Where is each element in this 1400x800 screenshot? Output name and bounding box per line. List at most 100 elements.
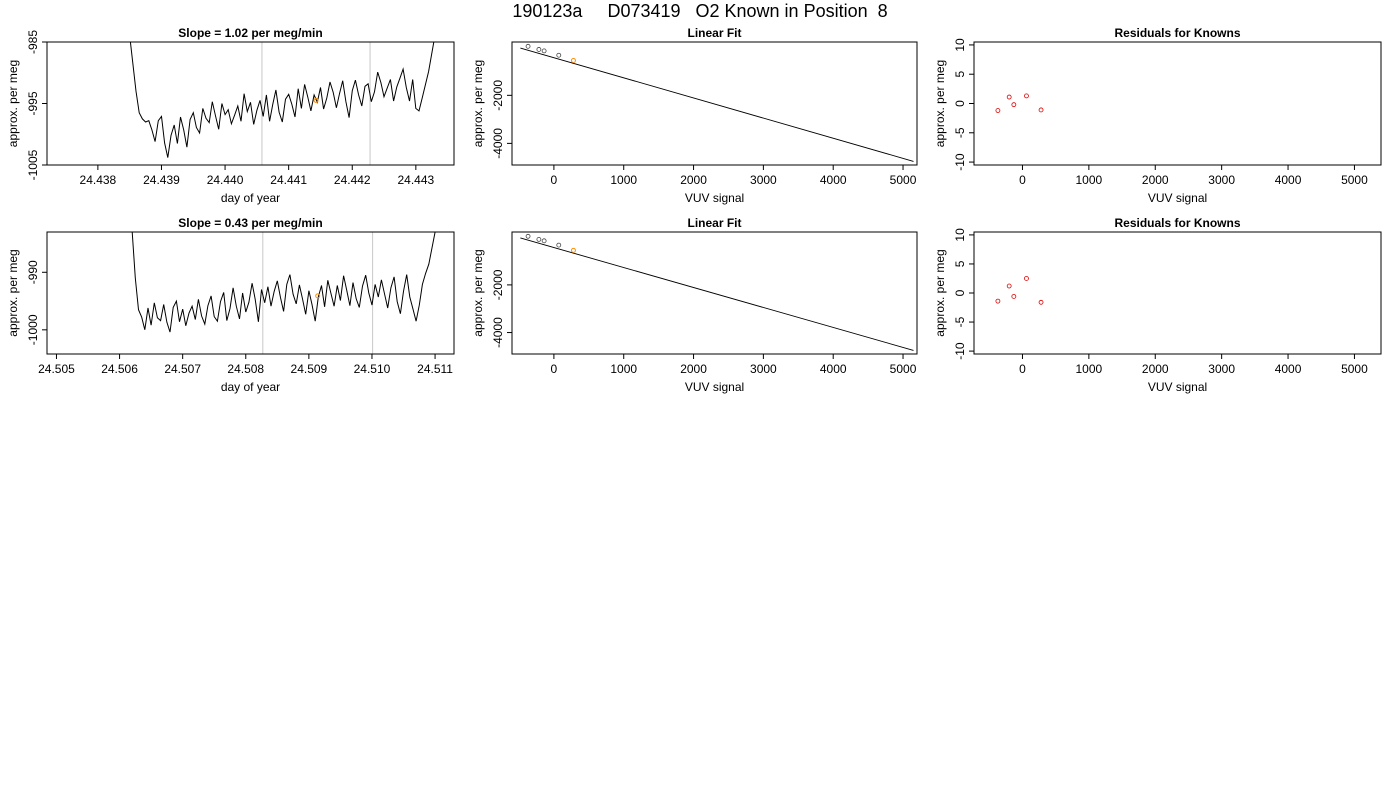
panel-1-linear-fit: 0 1000 2000 3000 4000 5000 -2000 -4000 Linear Fi… [471,26,918,205]
panel-title: Residuals for Knowns [1114,216,1240,230]
y-axis-label: approx. per meg [933,249,947,336]
residual-point [1038,107,1044,113]
x-tick-label: 5000 [890,362,917,376]
panel-1-residuals: 0 1000 2000 3000 4000 5000 -10 -5 0 5 10 Residuals … [933,26,1382,205]
known-point [541,238,547,244]
page-title: 190123a D073419 O2 Known in Position 8 [512,1,888,21]
y-tick-label: 10 [953,228,967,242]
y-tick-label: -985 [26,30,40,54]
y-tick-label: -4000 [491,128,505,159]
x-tick-label: 2000 [680,362,707,376]
known-point [536,47,542,52]
x-tick-label: 0 [551,173,558,187]
x-tick-label: 24.505 [38,362,75,376]
y-axis-label: approx. per meg [6,60,20,147]
residual-point [995,298,1001,304]
known-point [556,242,562,248]
y-tick-label: -5 [953,127,967,138]
x-tick-label: 24.439 [143,173,180,187]
known-point [556,52,562,58]
y-tick-label: 0 [953,100,967,107]
panel-title: Slope = 0.43 per meg/min [178,216,322,230]
x-tick-label: 24.442 [334,173,371,187]
panel-title: Residuals for Knowns [1114,26,1240,40]
fit-line [520,47,914,162]
known-point [536,236,542,242]
x-tick-label: 24.440 [207,173,244,187]
x-tick-label: 5000 [1341,362,1368,376]
x-tick-label: 1000 [1076,362,1103,376]
x-axis-label: day of year [221,191,280,205]
y-tick-label: -1005 [26,149,40,180]
x-tick-label: 1000 [610,173,637,187]
x-tick-label: 4000 [820,173,847,187]
residual-point [1006,94,1012,100]
y-axis-label: approx. per meg [6,249,20,336]
residual-point [1024,276,1029,281]
panel-2-residuals: 0 1000 2000 3000 4000 5000 -10 -5 0 5 10 Residuals … [933,216,1382,394]
x-tick-label: 2000 [1142,173,1169,187]
y-tick-label: -990 [26,260,40,284]
y-axis-label: approx. per meg [933,60,947,147]
y-tick-label: -995 [26,91,40,115]
x-axis-label: VUV signal [685,191,744,205]
y-tick-label: -5 [953,316,967,327]
y-tick-label: 5 [953,71,967,78]
panel-2-linear-fit: 0 1000 2000 3000 4000 5000 -2000 -4000 Linear Fi… [471,216,918,394]
plot-frame [511,231,918,355]
x-tick-label: 3000 [1208,173,1235,187]
panel-2-trace: 24.505 24.506 24.507 24.508 24.509 24.510 24.5… [6,216,455,394]
y-tick-label: -10 [953,153,967,171]
x-tick-label: 2000 [1142,362,1169,376]
x-tick-label: 4000 [1275,362,1302,376]
panel-title: Linear Fit [687,26,741,40]
x-tick-label: 4000 [820,362,847,376]
fit-line [520,237,914,351]
y-axis-label: approx. per meg [471,60,485,147]
x-tick-label: 24.443 [397,173,434,187]
highlight-point [313,97,319,103]
x-tick-label: 4000 [1275,173,1302,187]
panel-1-trace: 24.438 24.439 24.440 24.441 24.442 24.443 -100… [6,26,455,205]
x-tick-label: 24.506 [101,362,138,376]
x-tick-label: 0 [551,362,558,376]
x-tick-label: 2000 [680,173,707,187]
y-tick-label: 10 [953,38,967,52]
residual-point [1011,294,1017,299]
x-tick-label: 0 [1019,173,1026,187]
x-tick-label: 3000 [750,362,777,376]
highlight-point [315,293,321,299]
x-tick-label: 5000 [1341,173,1368,187]
x-tick-label: 24.507 [164,362,201,376]
y-tick-label: -4000 [491,317,505,348]
y-tick-label: -2000 [491,80,505,111]
x-tick-label: 3000 [750,173,777,187]
x-axis-label: day of year [221,380,280,394]
x-tick-label: 24.438 [80,173,117,187]
y-tick-label: -10 [953,342,967,360]
panel-title: Slope = 1.02 per meg/min [178,26,322,40]
x-tick-label: 1000 [610,362,637,376]
plot-frame [973,231,1382,355]
x-axis-label: VUV signal [685,380,744,394]
x-tick-label: 24.511 [417,362,453,376]
residual-point [1011,102,1017,108]
x-axis-label: VUV signal [1148,380,1207,394]
x-tick-label: 24.441 [270,173,307,187]
x-tick-label: 1000 [1076,173,1103,187]
highlight-point [570,57,576,63]
x-tick-label: 24.510 [354,362,391,376]
residual-point [995,108,1001,113]
data-trace [129,42,435,158]
x-tick-label: 0 [1019,362,1026,376]
highlight-point [570,247,576,253]
y-tick-label: 5 [953,260,967,267]
x-tick-label: 24.509 [291,362,328,376]
x-tick-label: 3000 [1208,362,1235,376]
x-axis-label: VUV signal [1148,191,1207,205]
y-tick-label: -2000 [491,269,505,300]
plot-frame [46,231,455,355]
known-point [525,233,531,239]
known-point [541,48,547,54]
